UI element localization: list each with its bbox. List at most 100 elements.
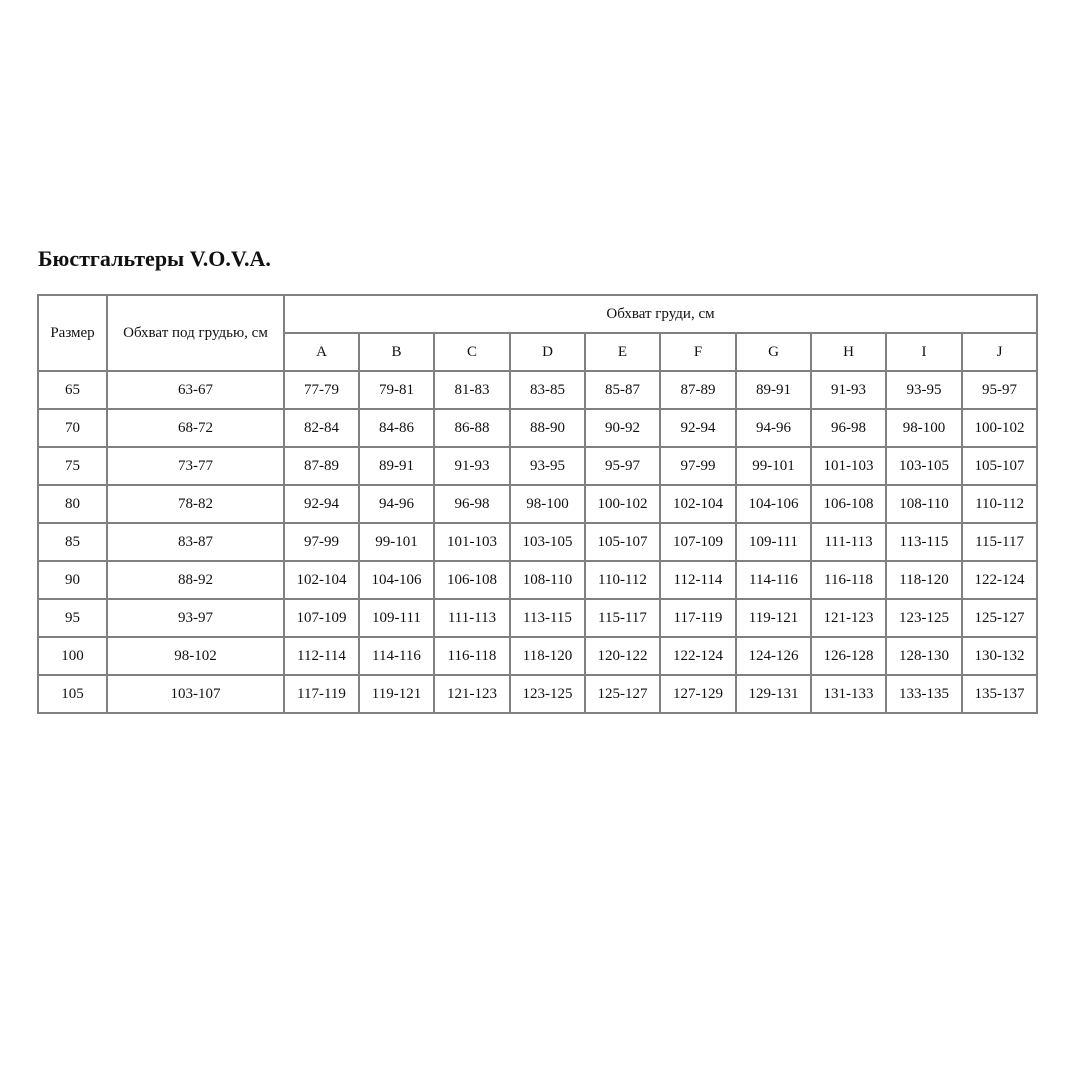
bust-cell: 113-115 xyxy=(885,522,963,562)
table-row: 85 83-87 97-99 99-101 101-103 103-105 105-107 1… xyxy=(37,522,1039,562)
bust-cell: 105-107 xyxy=(584,522,661,562)
table-row: 70 68-72 82-84 84-86 86-88 88-90 90-92 92-94 94-… xyxy=(37,408,1039,448)
bust-cell: 106-108 xyxy=(810,484,887,524)
size-cell: 85 xyxy=(37,522,108,562)
bust-cell: 98-100 xyxy=(885,408,963,448)
bust-cell: 91-93 xyxy=(810,370,887,410)
table-row: 80 78-82 92-94 94-96 96-98 98-100 100-102 102-1… xyxy=(37,484,1039,524)
bust-cell: 89-91 xyxy=(735,370,812,410)
bust-cell: 121-123 xyxy=(810,598,887,638)
bust-cell: 88-90 xyxy=(509,408,586,448)
header-cup-f: F xyxy=(659,332,737,372)
bust-cell: 97-99 xyxy=(659,446,737,486)
bust-cell: 106-108 xyxy=(433,560,511,600)
bust-cell: 118-120 xyxy=(509,636,586,676)
size-cell: 75 xyxy=(37,446,108,486)
bust-cell: 118-120 xyxy=(885,560,963,600)
bust-cell: 113-115 xyxy=(509,598,586,638)
bust-cell: 102-104 xyxy=(659,484,737,524)
header-cup-g: G xyxy=(735,332,812,372)
bust-cell: 93-95 xyxy=(885,370,963,410)
bust-cell: 115-117 xyxy=(584,598,661,638)
bust-cell: 108-110 xyxy=(509,560,586,600)
bust-cell: 103-105 xyxy=(885,446,963,486)
bust-cell: 125-127 xyxy=(960,598,1039,638)
bust-cell: 114-116 xyxy=(735,560,812,600)
header-cup-a: A xyxy=(283,332,360,372)
bust-cell: 89-91 xyxy=(358,446,435,486)
header-cup-i: I xyxy=(885,332,963,372)
bust-cell: 130-132 xyxy=(960,636,1039,676)
header-size: Размер xyxy=(37,294,108,372)
bust-cell: 105-107 xyxy=(960,446,1039,486)
bust-cell: 115-117 xyxy=(960,522,1039,562)
table-row: 65 63-67 77-79 79-81 81-83 83-85 85-87 87-89 89-… xyxy=(37,370,1039,410)
underbust-cell: 68-72 xyxy=(106,408,285,448)
table-row: 100 98-102 112-114 114-116 116-118 118-120 120… xyxy=(37,636,1039,676)
bust-cell: 83-85 xyxy=(509,370,586,410)
header-bust: Обхват груди, см xyxy=(282,294,1039,334)
bust-cell: 96-98 xyxy=(810,408,887,448)
bust-cell: 98-100 xyxy=(509,484,586,524)
bust-cell: 87-89 xyxy=(659,370,737,410)
bust-cell: 116-118 xyxy=(810,560,887,600)
bust-cell: 116-118 xyxy=(433,636,511,676)
table-row: 95 93-97 107-109 109-111 111-113 113-115 115-1… xyxy=(37,598,1039,638)
bust-cell: 101-103 xyxy=(810,446,887,486)
bust-cell: 92-94 xyxy=(659,408,737,448)
size-table: Размер Обхват под грудью, см Обхват груд… xyxy=(37,294,1039,714)
bust-cell: 110-112 xyxy=(584,560,661,600)
bust-cell: 112-114 xyxy=(283,636,360,676)
bust-cell: 81-83 xyxy=(433,370,511,410)
bust-cell: 107-109 xyxy=(283,598,360,638)
bust-cell: 84-86 xyxy=(358,408,435,448)
bust-cell: 93-95 xyxy=(509,446,586,486)
bust-cell: 131-133 xyxy=(810,674,887,714)
bust-cell: 108-110 xyxy=(885,484,963,524)
bust-cell: 111-113 xyxy=(810,522,887,562)
bust-cell: 133-135 xyxy=(885,674,963,714)
header-cup-b: B xyxy=(358,332,435,372)
bust-cell: 109-111 xyxy=(358,598,435,638)
underbust-cell: 103-107 xyxy=(106,674,285,714)
underbust-cell: 83-87 xyxy=(106,522,285,562)
bust-cell: 124-126 xyxy=(735,636,812,676)
size-cell: 105 xyxy=(37,674,108,714)
header-cup-c: C xyxy=(433,332,511,372)
bust-cell: 77-79 xyxy=(283,370,360,410)
bust-cell: 109-111 xyxy=(735,522,812,562)
bust-cell: 86-88 xyxy=(433,408,511,448)
bust-cell: 122-124 xyxy=(960,560,1039,600)
underbust-cell: 98-102 xyxy=(106,636,285,676)
bust-cell: 97-99 xyxy=(283,522,360,562)
bust-cell: 126-128 xyxy=(810,636,887,676)
size-cell: 90 xyxy=(37,560,108,600)
bust-cell: 129-131 xyxy=(735,674,812,714)
header-cup-h: H xyxy=(810,332,887,372)
bust-cell: 101-103 xyxy=(433,522,511,562)
underbust-cell: 88-92 xyxy=(106,560,285,600)
bust-cell: 121-123 xyxy=(433,674,511,714)
bust-cell: 90-92 xyxy=(584,408,661,448)
underbust-cell: 73-77 xyxy=(106,446,285,486)
size-cell: 100 xyxy=(37,636,108,676)
bust-cell: 117-119 xyxy=(659,598,737,638)
bust-cell: 119-121 xyxy=(735,598,812,638)
bust-cell: 85-87 xyxy=(584,370,661,410)
bust-cell: 87-89 xyxy=(283,446,360,486)
bust-cell: 91-93 xyxy=(433,446,511,486)
bust-cell: 94-96 xyxy=(358,484,435,524)
bust-cell: 107-109 xyxy=(659,522,737,562)
bust-cell: 125-127 xyxy=(584,674,661,714)
bust-cell: 104-106 xyxy=(735,484,812,524)
bust-cell: 103-105 xyxy=(509,522,586,562)
size-cell: 80 xyxy=(37,484,108,524)
header-cup-e: E xyxy=(584,332,661,372)
bust-cell: 104-106 xyxy=(358,560,435,600)
page-title: Бюстгальтеры V.O.V.A. xyxy=(38,246,271,271)
header-cup-j: J xyxy=(960,332,1039,372)
size-cell: 65 xyxy=(37,370,108,410)
bust-cell: 96-98 xyxy=(433,484,511,524)
bust-cell: 122-124 xyxy=(659,636,737,676)
bust-cell: 79-81 xyxy=(358,370,435,410)
